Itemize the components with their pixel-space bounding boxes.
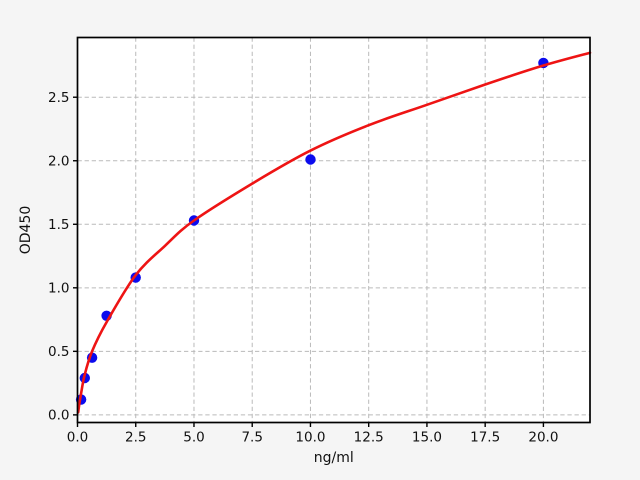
x-tick-label: 5.0 [183,430,204,446]
axes-frame [76,36,591,424]
x-tick-label: 0.0 [67,430,88,446]
fit-curve [76,51,592,414]
x-tick-label: 15.0 [412,430,442,446]
x-axis-label: ng/ml [314,450,354,466]
gridlines [77,37,590,423]
plot-area [77,37,590,423]
y-tick-label: 0.0 [48,408,69,424]
standard-points-marker [305,154,316,165]
x-tick-label: 7.5 [241,430,262,446]
y-tick-label: 2.0 [48,153,69,169]
x-tick-label: 12.5 [354,430,384,446]
x-tick-label: 2.5 [125,430,146,446]
data-series [75,51,592,414]
x-tick-label: 17.5 [470,430,500,446]
y-tick-label: 0.5 [48,344,69,360]
y-tick-label: 2.5 [48,90,69,106]
y-axis-label: OD450 [18,206,34,255]
x-tick-label: 10.0 [295,430,325,446]
y-tick-label: 1.0 [48,281,69,297]
axis-ticks: 0.0 2.5 5.0 7.5 10.0 12.5 15.0 17.5 20.0 0.0 0.5 1.… [48,90,558,446]
x-tick-label: 20.0 [528,430,558,446]
y-tick-label: 1.5 [48,217,69,233]
